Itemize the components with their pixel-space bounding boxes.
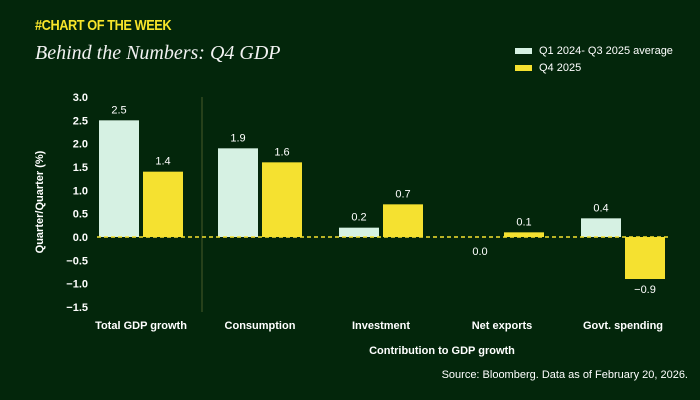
bar-q4-2025 (625, 237, 665, 279)
bar-average (218, 148, 258, 237)
category-label: Net exports (472, 320, 533, 332)
data-label: 0.4 (593, 202, 608, 214)
y-tick-label: 3.0 (73, 92, 88, 104)
kicker: #CHART OF THE WEEK (35, 17, 172, 34)
data-label: −0.9 (634, 284, 656, 296)
data-label: 1.6 (274, 146, 289, 158)
data-label: 1.4 (155, 156, 170, 168)
legend: Q1 2024- Q3 2025 average Q4 2025 (515, 42, 673, 76)
y-tick-label: 1.5 (73, 162, 88, 174)
y-tick-label: −1.5 (66, 302, 88, 314)
bar-q4-2025 (504, 232, 544, 237)
y-axis-label: Quarter/Quarter (%) (34, 150, 46, 253)
chart-title: Behind the Numbers: Q4 GDP (35, 42, 281, 64)
bar-q4-2025 (262, 162, 302, 237)
bar-average (339, 227, 379, 237)
data-label: 0.0 (472, 246, 487, 258)
legend-swatch (515, 64, 532, 71)
legend-label: Q1 2024- Q3 2025 average (539, 44, 673, 57)
y-tick-label: −0.5 (66, 255, 88, 267)
y-tick-label: 0.5 (73, 209, 88, 221)
x-axis-label: Contribution to GDP growth (369, 345, 515, 357)
legend-item-series2: Q4 2025 (515, 59, 673, 76)
data-label: 0.2 (351, 212, 366, 224)
bar-q4-2025 (383, 204, 423, 237)
y-tick-label: 2.5 (73, 115, 88, 127)
data-label: 1.9 (230, 132, 245, 144)
data-label: 0.7 (395, 188, 410, 200)
bar-average (99, 120, 139, 237)
legend-item-series1: Q1 2024- Q3 2025 average (515, 42, 673, 59)
legend-label: Q4 2025 (539, 61, 582, 74)
y-tick-label: 1.0 (73, 185, 88, 197)
source-note: Source: Bloomberg. Data as of February 2… (441, 369, 688, 381)
category-label: Investment (352, 320, 410, 332)
y-tick-label: −1.0 (66, 279, 88, 291)
category-label: Govt. spending (583, 320, 663, 332)
data-label: 0.1 (516, 216, 531, 228)
category-label: Total GDP growth (95, 320, 187, 332)
legend-swatch (515, 47, 532, 54)
bar-q4-2025 (143, 171, 183, 237)
data-label: 2.5 (111, 104, 126, 116)
bar-average (581, 218, 621, 237)
y-tick-label: 2.0 (73, 139, 88, 151)
y-tick-label: 0.0 (73, 232, 88, 244)
category-label: Consumption (225, 320, 296, 332)
